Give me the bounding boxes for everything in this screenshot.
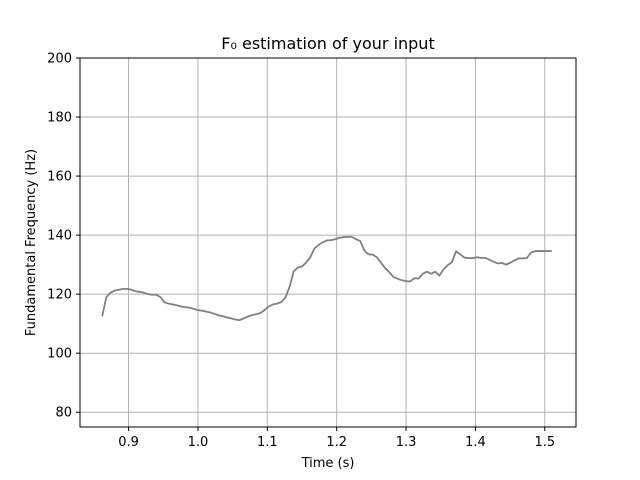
y-tick-label: 80 [55,406,72,421]
x-tick-label: 1.0 [188,435,209,450]
x-tick-label: 1.4 [465,435,486,450]
y-tick-label: 140 [47,229,72,244]
x-tick-label: 1.3 [396,435,417,450]
y-tick-label: 120 [47,288,72,303]
data-series-layer [101,235,552,322]
x-axis-label: Time (s) [301,456,355,471]
x-tick-label: 0.9 [118,435,139,450]
f0-series-line [101,235,552,322]
axis-ticks: 0.9 1.0 1.1 1.2 1.3 1.4 1.5 80 100 120 140 160 180 20… [47,52,555,451]
y-tick-label: 180 [47,111,72,126]
x-tick-label: 1.5 [534,435,555,450]
chart-title: F₀ estimation of your input [221,34,434,53]
y-tick-label: 200 [47,52,72,67]
plot-frame [79,57,577,428]
x-tick-label: 1.1 [257,435,278,450]
y-tick-label: 160 [47,170,72,185]
y-axis-label: Fundamental Frequency (Hz) [24,149,39,336]
x-tick-label: 1.2 [326,435,347,450]
y-tick-label: 100 [47,347,72,362]
